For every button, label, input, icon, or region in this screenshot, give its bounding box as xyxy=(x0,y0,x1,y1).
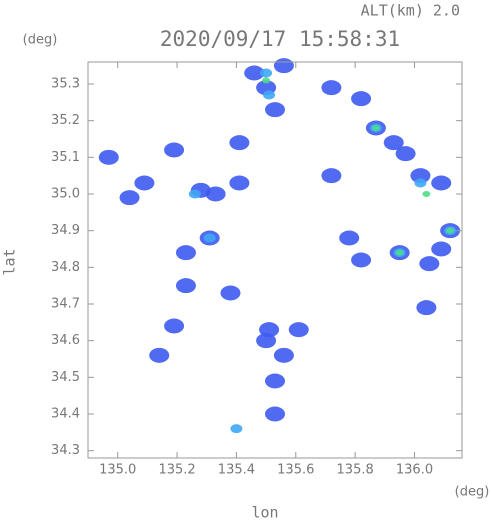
y-tick-label: 35.2 xyxy=(51,113,80,128)
radar-echo xyxy=(265,373,285,389)
x-tick-label: 135.6 xyxy=(277,463,314,478)
x-tick-label: 135.2 xyxy=(158,463,195,478)
radar-echo xyxy=(262,77,271,84)
radar-echo xyxy=(414,178,427,188)
radar-echo xyxy=(229,135,250,151)
radar-echo xyxy=(229,175,250,191)
radar-echo xyxy=(416,300,437,316)
radar-echo xyxy=(263,90,276,100)
radar-echo xyxy=(188,189,201,199)
radar-echo xyxy=(395,146,416,162)
radar-echo xyxy=(98,149,119,165)
y-tick-label: 35.0 xyxy=(51,187,80,202)
radar-echo xyxy=(288,322,309,338)
x-tick-label: 136.0 xyxy=(396,463,433,478)
y-unit: (deg) xyxy=(23,33,58,48)
radar-echo xyxy=(431,175,452,191)
radar-echo xyxy=(119,190,140,206)
x-tick-label: 135.8 xyxy=(337,463,374,478)
radar-echo xyxy=(260,68,273,78)
radar-echo xyxy=(422,191,431,197)
radar-echo xyxy=(256,333,277,349)
chart-title: 2020/09/17 15:58:31 xyxy=(160,27,400,51)
x-unit: (deg) xyxy=(455,485,490,500)
y-tick-label: 34.7 xyxy=(51,297,80,312)
radar-echo xyxy=(149,347,170,363)
radar-echo xyxy=(265,406,285,422)
radar-echo xyxy=(205,186,226,202)
radar-echo xyxy=(164,142,185,158)
x-tick-label: 135.0 xyxy=(99,463,136,478)
y-tick-label: 34.8 xyxy=(51,260,80,275)
y-tick-label: 35.3 xyxy=(51,77,80,92)
y-tick-label: 34.6 xyxy=(51,333,80,348)
radar-echo xyxy=(273,58,294,74)
altitude-label: ALT(km) 2.0 xyxy=(361,2,460,20)
radar-echo xyxy=(321,80,342,96)
y-tick-label: 34.3 xyxy=(51,443,80,458)
radar-echo xyxy=(244,65,265,81)
radar-echo xyxy=(351,252,372,268)
radar-echo xyxy=(351,91,372,107)
radar-echo xyxy=(410,168,431,184)
y-axis-label: lat xyxy=(1,248,19,275)
radar-echo xyxy=(203,233,216,243)
y-tick-label: 34.9 xyxy=(51,223,80,238)
plot-area xyxy=(98,58,461,434)
y-tick-label: 34.5 xyxy=(51,370,80,385)
radar-echo xyxy=(230,424,243,434)
plot-frame xyxy=(87,61,463,459)
radar-echo xyxy=(419,256,440,272)
radar-echo xyxy=(371,125,380,131)
y-tick-label: 34.4 xyxy=(51,407,80,422)
radar-echo xyxy=(164,318,185,334)
radar-echo xyxy=(446,227,455,234)
radar-echo xyxy=(175,278,196,294)
radar-echo xyxy=(339,230,360,246)
x-axis-label: lon xyxy=(251,504,278,521)
radar-echo xyxy=(321,168,342,184)
radar-echo xyxy=(265,102,285,118)
radar-echo xyxy=(383,135,404,151)
radar-echo xyxy=(134,175,155,191)
x-tick-label: 135.4 xyxy=(218,463,255,478)
radar-echo xyxy=(220,285,241,301)
radar-echo xyxy=(273,347,294,363)
y-tick-label: 35.1 xyxy=(51,150,80,165)
radar-echo xyxy=(431,241,452,257)
radar-echo xyxy=(395,249,404,256)
radar-echo xyxy=(175,245,196,261)
